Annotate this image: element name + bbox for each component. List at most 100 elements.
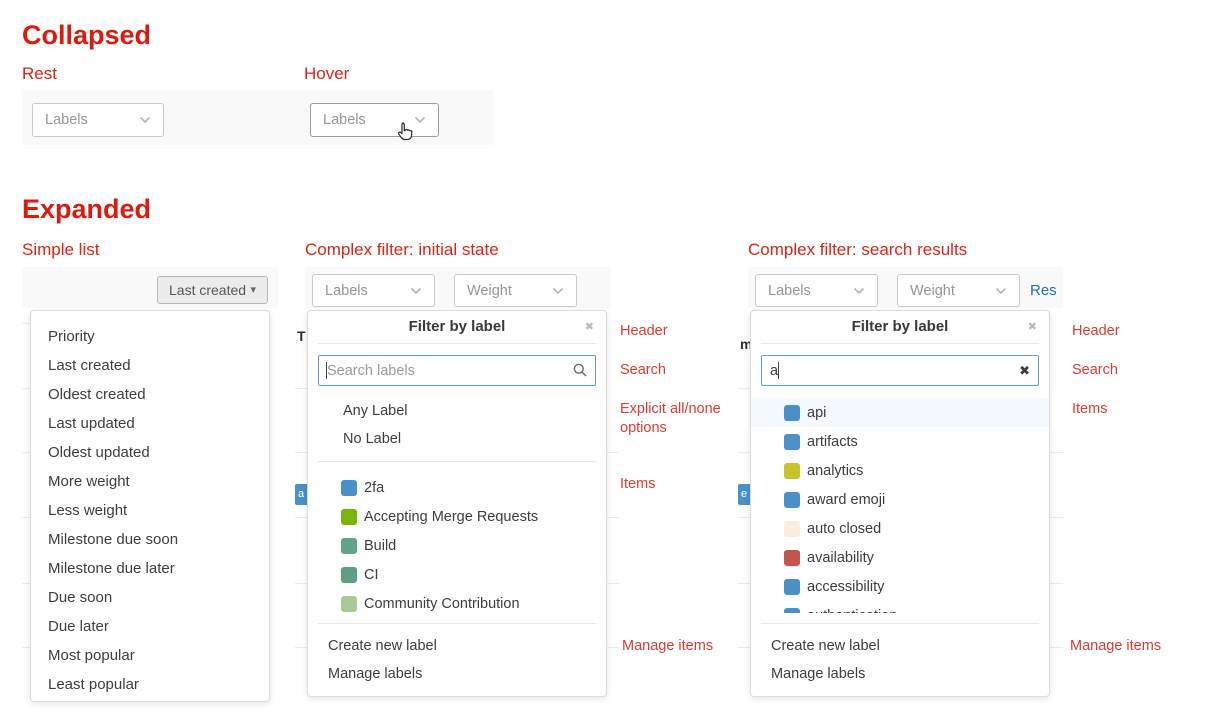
manage-labels-link[interactable]: Manage labels (771, 666, 866, 682)
labels-dropdown-rest[interactable]: Labels (32, 103, 164, 137)
text-caret (778, 362, 779, 379)
labels-filter-button-2[interactable]: Labels (755, 274, 878, 307)
hand-cursor-icon (396, 121, 414, 148)
label-item-name: accessibility (807, 578, 885, 595)
sort-option[interactable]: Due later (48, 618, 109, 635)
bg-row-line (607, 452, 619, 453)
bg-row-line (1050, 517, 1063, 518)
label-item[interactable]: Build (308, 531, 606, 560)
sort-option[interactable]: Milestone due later (48, 560, 175, 577)
bg-row-line (22, 583, 30, 584)
text-caret (326, 362, 327, 379)
weight-filter-button[interactable]: Weight (454, 274, 577, 307)
label-item[interactable]: Accepting Merge Requests (308, 502, 606, 531)
expanded-heading: Expanded (22, 194, 152, 224)
label-item-name: Build (364, 537, 397, 554)
sort-option[interactable]: Milestone due soon (48, 531, 179, 548)
sort-option[interactable]: More weight (48, 473, 130, 490)
bg-row-line (22, 647, 30, 648)
label-color-swatch (784, 433, 800, 450)
manage-labels-link[interactable]: Manage labels (328, 666, 423, 682)
weight-filter-label: Weight (467, 282, 512, 299)
sort-option[interactable]: Last updated (48, 415, 135, 432)
label-color-swatch (341, 508, 357, 525)
annotation-header: Header (620, 323, 668, 339)
create-new-label-link[interactable]: Create new label (771, 638, 880, 654)
label-item[interactable]: CI (308, 560, 606, 589)
sort-option[interactable]: Less weight (48, 502, 128, 519)
chevron-down-icon (995, 282, 1007, 300)
sort-dropdown-button[interactable]: Last created ▾ (157, 276, 268, 304)
sort-option[interactable]: Least popular (48, 676, 139, 693)
chevron-down-icon (853, 282, 865, 300)
bg-row-line (22, 388, 30, 389)
label-item[interactable]: api (751, 398, 1049, 427)
labels-filter-button[interactable]: Labels (312, 274, 435, 307)
sort-option[interactable]: Oldest created (48, 386, 146, 403)
label-item[interactable]: availability (751, 543, 1049, 572)
label-search-input[interactable] (761, 355, 1039, 386)
bg-row-line (295, 517, 307, 518)
close-icon[interactable]: ✖ (1027, 321, 1037, 333)
label-item-name: CI (364, 566, 379, 583)
label-filter-panel-search: Filter by label ✖ ✖ api artifacts analyt… (750, 310, 1050, 697)
bg-row-line (1050, 583, 1063, 584)
hidden-label-chip: e (738, 484, 750, 505)
create-new-label-link[interactable]: Create new label (328, 638, 437, 654)
sort-option[interactable]: Last created (48, 357, 131, 374)
bg-row-line (738, 647, 750, 648)
sort-option[interactable]: Due soon (48, 589, 113, 606)
any-label-option[interactable]: Any Label (343, 403, 408, 419)
hidden-label-chip: a (295, 484, 307, 505)
label-item[interactable]: award emoji (751, 485, 1049, 514)
annotation-search: Search (620, 362, 666, 378)
sort-option[interactable]: Most popular (48, 647, 135, 664)
label-item[interactable]: artifacts (751, 427, 1049, 456)
label-items: api artifacts analytics award emoji auto… (751, 398, 1049, 613)
panel-title: Filter by label (408, 318, 506, 335)
bg-row-line (22, 452, 30, 453)
close-icon[interactable]: ✖ (584, 321, 594, 333)
panel-divider (761, 623, 1039, 624)
bg-row-line (607, 583, 619, 584)
chevron-down-icon (552, 282, 564, 300)
label-item-name: Accepting Merge Requests (364, 508, 539, 525)
bg-row-line (738, 388, 750, 389)
labels-dropdown-rest-label: Labels (45, 112, 88, 128)
reset-link-clipped[interactable]: Res (1030, 282, 1057, 299)
bg-row-line (295, 647, 307, 648)
bg-row-line (22, 323, 30, 324)
label-item[interactable]: 2fa (308, 473, 606, 502)
chevron-down-icon (414, 111, 426, 129)
bg-row-line (22, 517, 30, 518)
label-item[interactable]: auto closed (751, 514, 1049, 543)
panel-divider (318, 461, 596, 462)
label-search (318, 355, 596, 386)
label-item[interactable]: Community Contribution (308, 589, 606, 618)
label-search: ✖ (761, 355, 1039, 386)
labels-dropdown-hover[interactable]: Labels (310, 103, 439, 137)
weight-filter-label: Weight (910, 282, 955, 299)
annotation-manage-items: Manage items (1070, 638, 1162, 654)
label-item-name: auto closed (807, 520, 882, 537)
bg-row-line (295, 388, 307, 389)
sort-dropdown-label: Last created (169, 282, 247, 298)
bg-row-line (738, 517, 750, 518)
bg-row-line (295, 452, 307, 453)
sort-option[interactable]: Oldest updated (48, 444, 150, 461)
label-item[interactable]: accessibility (751, 572, 1049, 601)
label-color-swatch (784, 549, 800, 566)
label-item-clipped[interactable]: authentication (751, 601, 1049, 613)
no-label-option[interactable]: No Label (343, 431, 402, 447)
label-color-swatch (341, 566, 357, 583)
label-search-input[interactable] (318, 355, 596, 386)
label-color-swatch (784, 462, 800, 479)
weight-filter-button-2[interactable]: Weight (897, 274, 1020, 307)
clear-search-icon[interactable]: ✖ (1019, 363, 1030, 378)
label-item[interactable]: analytics (751, 456, 1049, 485)
annotation-search: Search (1072, 362, 1118, 378)
label-color-swatch (341, 595, 357, 612)
sort-option[interactable]: Priority (48, 328, 95, 345)
hidden-text-fragment: T (297, 328, 306, 344)
